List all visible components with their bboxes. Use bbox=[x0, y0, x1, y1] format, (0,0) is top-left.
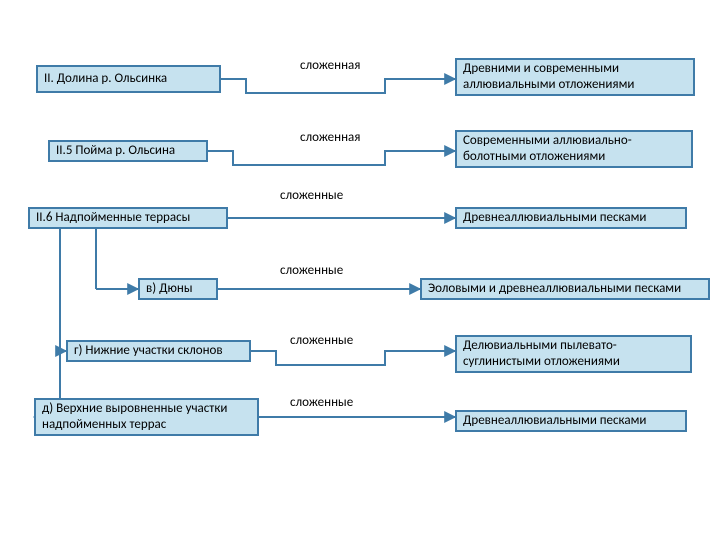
connector-label-c4: сложенные bbox=[280, 263, 343, 278]
node-l6: д) Верхние выровненные участки надпоймен… bbox=[34, 398, 259, 436]
node-label: Древними и современными аллювиальными от… bbox=[463, 61, 687, 92]
node-label: Современными аллювиально-болотными отлож… bbox=[463, 133, 685, 164]
node-l1: II. Долина р. Ольсинка bbox=[36, 65, 221, 93]
node-label: д) Верхние выровненные участки надпоймен… bbox=[42, 401, 251, 432]
node-label: II.5 Пойма р. Ольсина bbox=[56, 143, 175, 159]
connector-label-c1: сложенная bbox=[300, 58, 360, 73]
node-label: Древнеаллювиальными песками bbox=[463, 210, 646, 226]
connector-label-c6: сложенные bbox=[290, 395, 353, 410]
node-r2: Современными аллювиально-болотными отлож… bbox=[455, 130, 693, 168]
connector-label-c2: сложенная bbox=[300, 130, 360, 145]
node-l3: II.6 Надпойменные террасы bbox=[28, 207, 228, 229]
node-l2: II.5 Пойма р. Ольсина bbox=[48, 140, 208, 162]
node-label: Эоловыми и древнеаллювиальными песками bbox=[428, 281, 681, 297]
node-l5: г) Нижние участки склонов bbox=[66, 340, 251, 362]
node-label: II.6 Надпойменные террасы bbox=[36, 210, 190, 226]
node-label: Делювиальными пылевато-суглинистыми отло… bbox=[463, 338, 684, 369]
node-label: в) Дюны bbox=[146, 281, 192, 297]
node-label: Древнеаллювиальными песками bbox=[463, 413, 646, 429]
node-l4: в) Дюны bbox=[138, 278, 218, 300]
node-label: г) Нижние участки склонов bbox=[74, 343, 223, 359]
node-r1: Древними и современными аллювиальными от… bbox=[455, 58, 695, 96]
connector-label-c5: сложенные bbox=[290, 333, 353, 348]
node-r5: Делювиальными пылевато-суглинистыми отло… bbox=[455, 335, 692, 373]
node-r4: Эоловыми и древнеаллювиальными песками bbox=[420, 278, 710, 300]
node-r3: Древнеаллювиальными песками bbox=[455, 207, 687, 229]
node-label: II. Долина р. Ольсинка bbox=[44, 71, 167, 87]
node-r6: Древнеаллювиальными песками bbox=[455, 410, 687, 432]
connector-label-c3: сложенные bbox=[280, 188, 343, 203]
